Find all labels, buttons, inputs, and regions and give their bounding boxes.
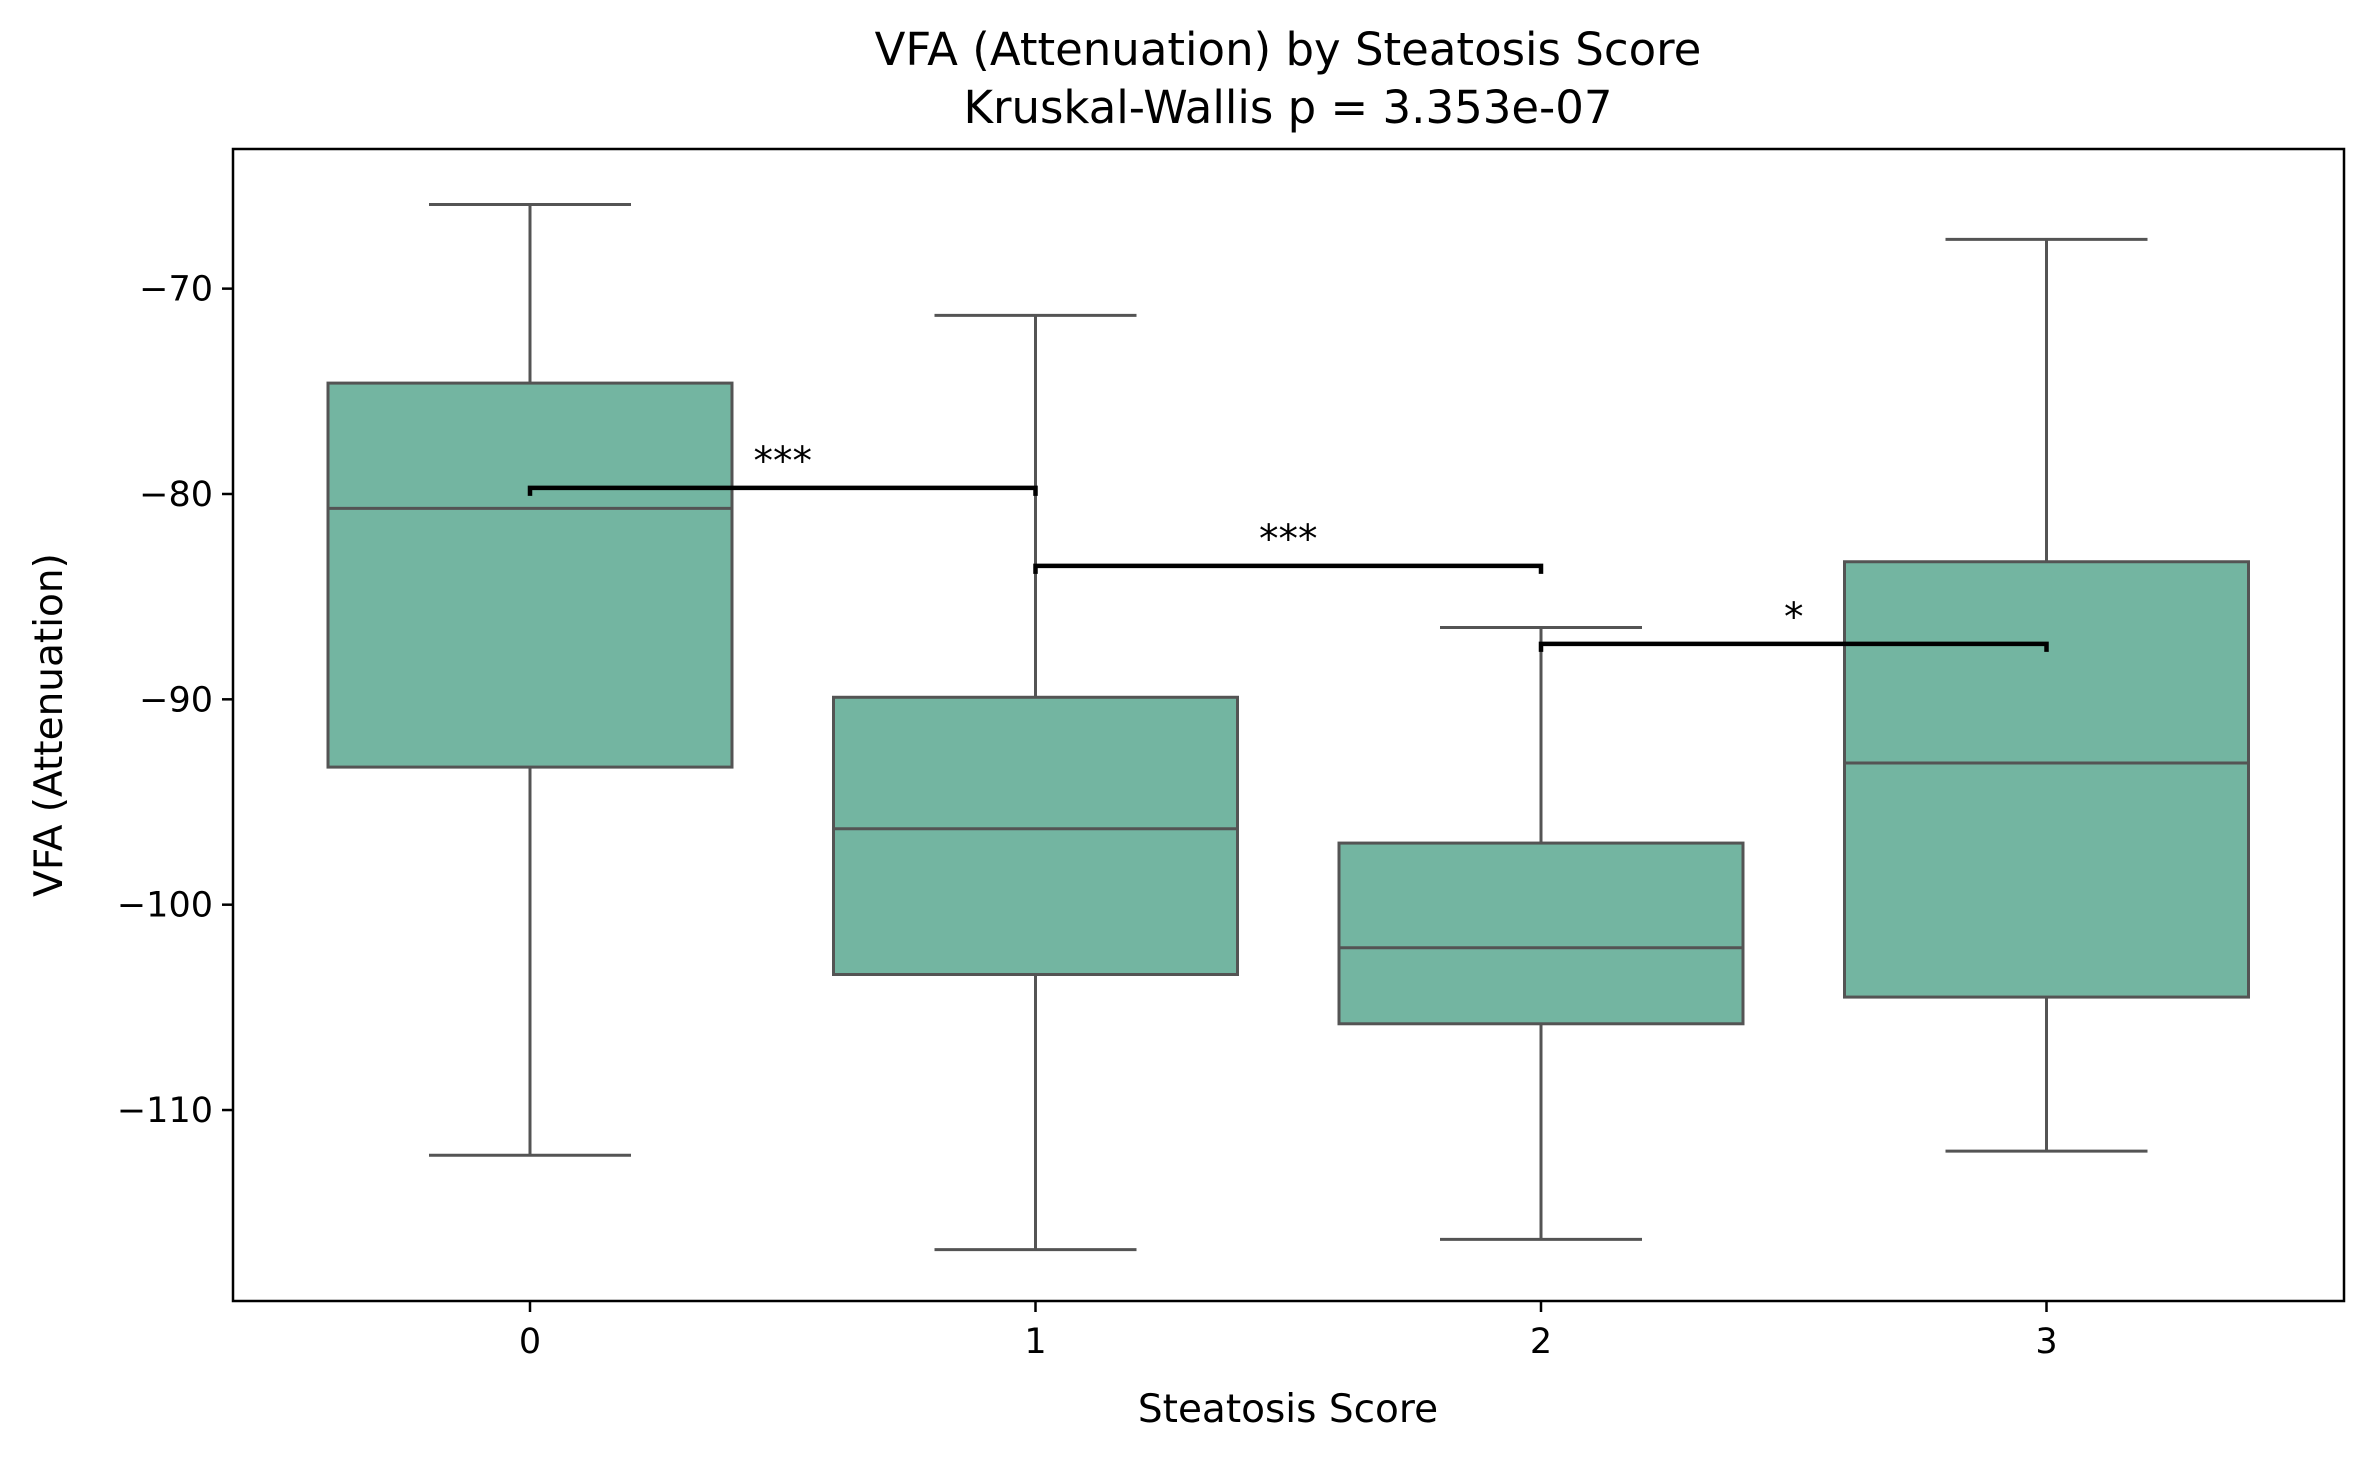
chart-subtitle: Kruskal-Wallis p = 3.353e-07 <box>963 81 1612 134</box>
x-axis: 0 1 2 3 <box>519 1301 2058 1362</box>
significance-label: *** <box>1259 517 1318 562</box>
y-axis-label: VFA (Attenuation) <box>27 553 72 897</box>
x-tick-label: 2 <box>1530 1322 1552 1362</box>
y-axis: −70 −80 −90 −100 −110 <box>117 270 233 1131</box>
iqr-box <box>832 695 1239 976</box>
x-tick-label: 0 <box>519 1322 541 1362</box>
bracket-line <box>1538 641 2049 652</box>
iqr-box <box>326 381 734 769</box>
iqr-box <box>1843 560 2250 999</box>
y-tick-label: −110 <box>117 1091 213 1131</box>
box-group-0 <box>326 202 734 1157</box>
significance-bracket-3: * <box>1538 595 2049 652</box>
significance-bracket-1: *** <box>527 439 1038 496</box>
x-tick-label: 1 <box>1024 1322 1046 1362</box>
plot-frame <box>231 147 2346 1303</box>
y-tick-label: −90 <box>139 680 213 720</box>
x-tick-label: 3 <box>2035 1322 2057 1362</box>
bracket-line <box>527 485 1038 496</box>
box-group-3 <box>1843 237 2250 1153</box>
y-tick-label: −80 <box>139 475 213 515</box>
plot-content: ******* <box>326 202 2250 1252</box>
box-group-1 <box>832 313 1239 1252</box>
significance-label: * <box>1784 595 1804 640</box>
bracket-line <box>1033 563 1544 574</box>
chart-title: VFA (Attenuation) by Steatosis Score <box>875 23 1702 76</box>
significance-bracket-2: *** <box>1033 517 1544 574</box>
iqr-box <box>1337 841 1745 1026</box>
significance-label: *** <box>754 439 813 484</box>
y-tick-label: −100 <box>117 886 213 926</box>
y-tick-label: −70 <box>139 270 213 310</box>
x-axis-label: Steatosis Score <box>1138 1387 1438 1432</box>
box-group-2 <box>1337 625 1745 1241</box>
